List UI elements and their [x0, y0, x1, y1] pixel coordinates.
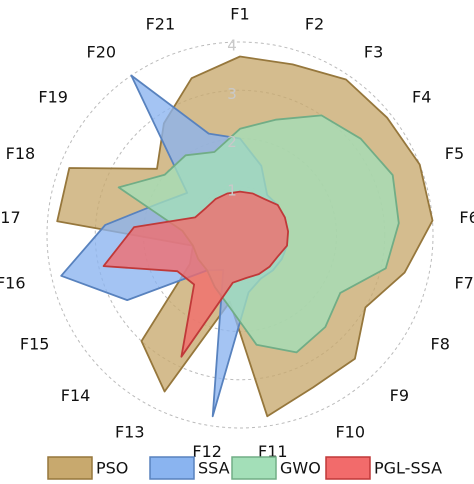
legend-label: SSA — [198, 459, 230, 478]
category-label: F18 — [6, 144, 36, 163]
category-label: F10 — [335, 423, 365, 442]
legend-swatch — [325, 456, 371, 480]
legend-swatch — [231, 456, 277, 480]
category-label: F7 — [454, 273, 473, 292]
r-tick-label: 2 — [227, 133, 237, 151]
category-label: F14 — [61, 386, 91, 405]
radar-area — [102, 190, 289, 358]
category-label: F6 — [459, 208, 474, 227]
category-label: F16 — [0, 273, 26, 292]
category-label: F20 — [87, 43, 117, 62]
category-label: F5 — [445, 144, 464, 163]
category-label: F1 — [230, 5, 249, 24]
category-label: F13 — [115, 423, 145, 442]
category-label: F4 — [412, 87, 431, 106]
legend-swatch — [149, 456, 195, 480]
category-label: F19 — [38, 87, 68, 106]
category-label: F15 — [20, 335, 50, 354]
category-label: F17 — [0, 208, 21, 227]
grid-circle — [46, 41, 434, 429]
category-label: F3 — [364, 43, 383, 62]
legend-swatch — [47, 456, 93, 480]
category-label: F21 — [146, 14, 176, 33]
r-tick-label: 1 — [227, 181, 237, 199]
category-label: F9 — [390, 386, 409, 405]
legend-label: PSO — [96, 459, 128, 478]
category-label: F8 — [431, 335, 450, 354]
category-label: F12 — [192, 442, 222, 461]
r-tick-label: 4 — [227, 37, 237, 55]
category-label: F2 — [305, 14, 324, 33]
r-tick-label: 3 — [227, 85, 237, 103]
legend-label: GWO — [280, 459, 321, 478]
legend: PSO SSA GWO PGL-SSA — [47, 456, 442, 480]
legend-label: PGL-SSA — [374, 459, 442, 478]
